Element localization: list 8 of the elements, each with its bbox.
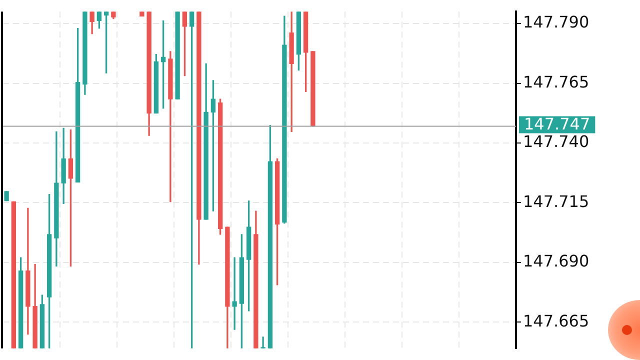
y-tick-label: 147.690 bbox=[523, 252, 590, 271]
candlestick bbox=[232, 257, 237, 330]
y-tick-label: 147.740 bbox=[523, 132, 590, 152]
ref-line-label: 147.747 bbox=[524, 114, 590, 134]
y-tick-label: 147.790 bbox=[523, 12, 590, 32]
y-tick-label: 147.765 bbox=[523, 72, 590, 92]
y-tick-label: 147.665 bbox=[523, 311, 590, 330]
y-tick-label: 147.715 bbox=[523, 192, 590, 211]
